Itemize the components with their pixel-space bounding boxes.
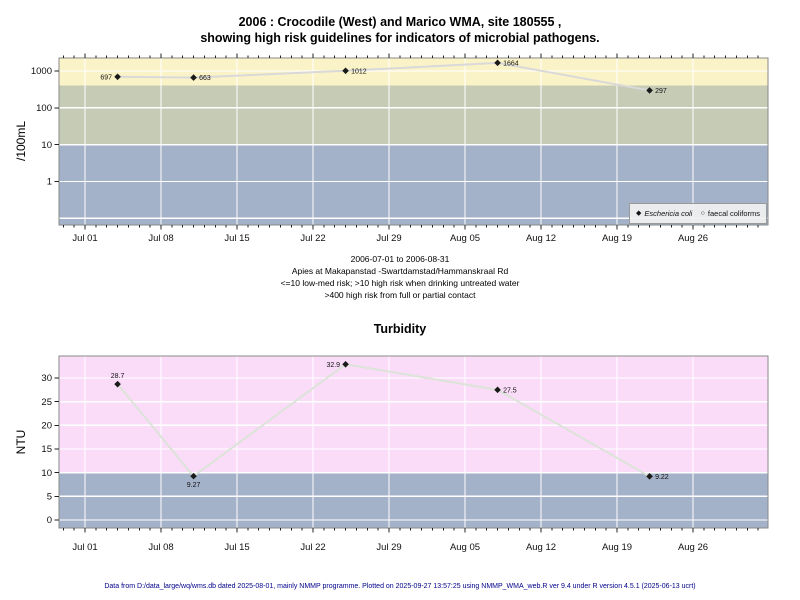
y-axis-label-ntu: NTU <box>14 429 28 455</box>
y-tick-label: 1000 <box>31 66 52 77</box>
y-tick-label: 10 <box>41 140 52 151</box>
y-tick-label: 1 <box>47 177 52 188</box>
data-point-label: 1664 <box>503 60 519 67</box>
x-tick-label: Aug 05 <box>450 542 480 553</box>
plot-frame <box>58 57 769 226</box>
data-point <box>114 380 121 388</box>
legend: ◆ Eschericia coli ○ faecal coliforms <box>629 203 767 224</box>
data-point-label: 697 <box>100 74 112 81</box>
legend-item-ecoli: ◆ Eschericia coli <box>636 209 692 218</box>
y-tick-label: 15 <box>41 444 52 455</box>
data-point-label: 297 <box>655 88 667 95</box>
data-point-label: 1012 <box>351 68 367 75</box>
x-tick-label: Aug 05 <box>450 233 480 244</box>
x-tick-label: Jul 08 <box>148 233 173 244</box>
y-tick-label: 20 <box>41 421 52 432</box>
data-point <box>190 74 197 81</box>
subtitle-risk-line-1: <=10 low-med risk; >10 high risk when dr… <box>280 278 520 288</box>
x-tick-label: Jul 15 <box>224 233 249 244</box>
plot-frame <box>58 355 769 529</box>
data-point <box>114 73 121 81</box>
x-tick-label: Aug 19 <box>602 542 632 553</box>
data-point <box>494 386 501 394</box>
x-tick-label: Aug 19 <box>602 233 632 244</box>
legend-item-faecal-coliforms: ○ faecal coliforms <box>701 209 760 218</box>
data-point-label: 663 <box>199 75 211 82</box>
legend-label-ecoli: Eschericia coli <box>644 209 693 218</box>
title-line-2: showing high risk guidelines for indicat… <box>200 31 600 45</box>
x-tick-label: Aug 26 <box>678 233 708 244</box>
y-tick-label: 10 <box>41 468 52 479</box>
x-tick-label: Jul 01 <box>72 233 97 244</box>
y-axis-label-per-100ml: /100mL <box>14 120 28 162</box>
data-point <box>342 360 349 368</box>
x-tick-label: Jul 15 <box>224 542 249 553</box>
data-point <box>494 59 501 67</box>
filled-diamond-icon: ◆ <box>636 210 642 217</box>
y-tick-label: 0 <box>47 515 52 526</box>
data-point-label: 28.7 <box>111 373 125 380</box>
data-point <box>342 67 349 75</box>
data-point-label: 9.27 <box>187 482 201 489</box>
page-title: 2006 : Crocodile (West) and Marico WMA, … <box>0 14 800 46</box>
x-tick-label: Jul 29 <box>376 233 401 244</box>
x-tick-label: Jul 08 <box>148 542 173 553</box>
risk-band <box>59 356 768 473</box>
x-tick-label: Jul 29 <box>376 542 401 553</box>
data-point <box>190 472 197 480</box>
subtitle-risk-line-2: >400 high risk from full or partial cont… <box>324 290 476 300</box>
risk-band <box>59 58 768 86</box>
chart1-subtitle: 2006-07-01 to 2006-08-31 Apies at Makapa… <box>0 253 800 301</box>
data-point-label: 27.5 <box>503 387 517 394</box>
title-line-1: 2006 : Crocodile (West) and Marico WMA, … <box>238 15 562 29</box>
chart2-title: Turbidity <box>373 322 427 336</box>
x-tick-label: Jul 22 <box>300 233 325 244</box>
data-point-label: 9.22 <box>655 474 669 481</box>
y-tick-label: 30 <box>41 373 52 384</box>
y-tick-label: 5 <box>47 492 52 503</box>
data-point-label: 32.9 <box>326 362 340 369</box>
risk-band <box>59 85 768 145</box>
subtitle-site-name: Apies at Makapanstad -Swartdamstad/Hamma… <box>291 266 509 276</box>
x-tick-label: Aug 26 <box>678 542 708 553</box>
risk-band <box>59 472 768 528</box>
legend-label-faecal-coliforms: faecal coliforms <box>707 209 760 218</box>
x-tick-label: Jul 01 <box>72 542 97 553</box>
y-tick-label: 25 <box>41 397 52 408</box>
x-tick-label: Aug 12 <box>526 233 556 244</box>
y-tick-label: 100 <box>36 103 52 114</box>
data-point <box>646 87 653 94</box>
subtitle-date-range: 2006-07-01 to 2006-08-31 <box>350 254 450 264</box>
x-tick-label: Jul 22 <box>300 542 325 553</box>
x-tick-label: Aug 12 <box>526 542 556 553</box>
footer-caption: Data from D:/data_large/wq/wms.db dated … <box>104 583 696 590</box>
open-circle-icon: ○ <box>700 210 705 217</box>
data-point <box>646 473 653 480</box>
